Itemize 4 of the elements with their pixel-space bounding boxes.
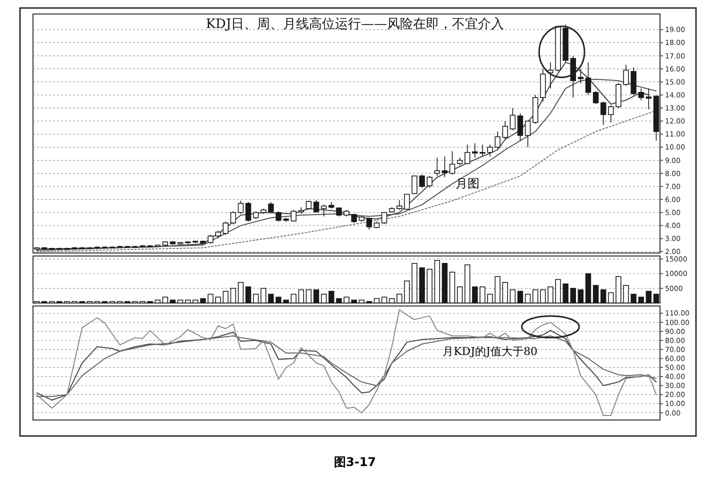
annotation: 月图 <box>455 176 480 191</box>
caption: 图3-17 <box>334 455 376 469</box>
annotation: 月KDJ的J值大于80 <box>442 344 538 358</box>
chart-title: KDJ日、周、月线高位运行——风险在即，不宜介入 <box>206 16 504 32</box>
